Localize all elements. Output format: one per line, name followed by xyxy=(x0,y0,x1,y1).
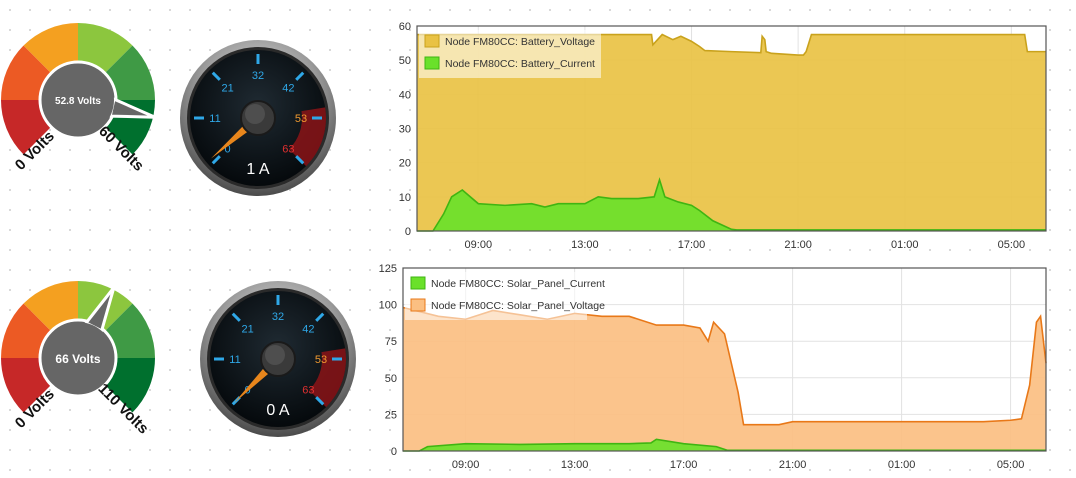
series-line xyxy=(417,33,1046,56)
battery-chart-svg: 0 10 20 30 40 50 60 09:00 13:00 17:00 21:00 01:00 05… xyxy=(399,21,1047,251)
dial-tick-label: 63 xyxy=(302,384,314,396)
x-tick-label: 21:00 xyxy=(784,239,812,251)
x-tick-label: 05:00 xyxy=(998,239,1026,251)
dial-readout: 1 A xyxy=(246,161,269,178)
solar-chart: 0 25 50 75 100 125 09:00 13:00 17:00 21:00 01:00 05… xyxy=(370,258,1060,473)
gauge-value-label: 66 Volts xyxy=(55,352,100,366)
x-tick-label: 09:00 xyxy=(465,239,493,251)
legend-swatch xyxy=(424,56,440,70)
dial-tick-label: 63 xyxy=(282,143,294,155)
gauge-segment xyxy=(1,100,52,155)
x-tick-label: 01:00 xyxy=(891,239,919,251)
y-tick-label: 0 xyxy=(391,446,397,458)
legend-swatch xyxy=(410,298,426,312)
dial-tick-label: 11 xyxy=(229,354,240,366)
gauge-segment xyxy=(104,45,155,100)
y-tick-label: 75 xyxy=(385,336,397,348)
dial-tick xyxy=(315,396,325,406)
x-tick-label: 13:00 xyxy=(571,239,599,251)
y-tick-label: 10 xyxy=(399,192,411,204)
dial-readout: 0 A xyxy=(266,402,289,419)
gauge-segment xyxy=(1,303,52,358)
y-tick-label: 100 xyxy=(379,300,397,312)
series-area xyxy=(403,439,1046,451)
gauge-segment xyxy=(104,358,155,413)
legend-swatch xyxy=(410,276,426,290)
gauge-segment xyxy=(1,45,52,100)
dial-tick-label: 32 xyxy=(272,311,284,323)
dial-red-zone xyxy=(289,107,326,167)
legend-label: Node FM80CC: Solar_Panel_Current xyxy=(431,278,605,290)
gauge-segment xyxy=(104,303,155,358)
chart-legend[interactable]: Node FM80CC: Battery_Voltage Node FM80CC:… xyxy=(419,30,601,78)
series-line xyxy=(417,177,1046,232)
solar-voltage-gauge-svg: 66 Volts 0 Volts 110 Volts xyxy=(1,281,155,437)
plot-frame xyxy=(416,25,1047,232)
dial-tick-label: 53 xyxy=(315,354,327,366)
battery-chart: 0 10 20 30 40 50 60 09:00 13:00 17:00 21:00 01:00 05… xyxy=(370,14,1060,259)
battery-voltage-gauge: 52.8 Volts 0 Volts 60 Volts xyxy=(0,14,170,184)
dial-tick-label: 0 xyxy=(225,143,231,155)
chart-legend[interactable]: Node FM80CC: Solar_Panel_Current Node FM8… xyxy=(405,272,605,320)
y-tick-label: 30 xyxy=(399,124,411,136)
gauge-segment xyxy=(78,23,133,74)
gauge-segment xyxy=(23,23,78,74)
gauge-segment xyxy=(1,358,52,413)
dial-tick xyxy=(231,312,241,322)
dial-tick xyxy=(211,155,221,165)
y-tick-label: 125 xyxy=(379,263,397,275)
series-area xyxy=(403,307,1046,451)
dial-tick xyxy=(315,312,325,322)
dial-tick-label: 11 xyxy=(209,113,220,125)
series-line xyxy=(403,438,1046,452)
x-tick-label: 21:00 xyxy=(779,459,807,471)
legend-label: Node FM80CC: Solar_Panel_Voltage xyxy=(431,300,605,312)
y-tick-label: 60 xyxy=(399,21,411,33)
y-tick-label: 20 xyxy=(399,158,411,170)
x-tick-label: 05:00 xyxy=(997,459,1025,471)
x-tick-label: 17:00 xyxy=(678,239,706,251)
legend-swatch xyxy=(424,34,440,48)
legend-label: Node FM80CC: Battery_Current xyxy=(445,58,595,70)
dial-tick-label: 21 xyxy=(241,324,253,336)
dial-tick xyxy=(211,71,221,81)
y-tick-label: 25 xyxy=(385,409,397,421)
x-tick-label: 13:00 xyxy=(561,459,589,471)
solar-voltage-gauge: 66 Volts 0 Volts 110 Volts xyxy=(0,272,170,442)
dial-tick xyxy=(295,155,305,165)
x-tick-label: 01:00 xyxy=(888,459,916,471)
gauge-segment xyxy=(23,281,78,332)
plot-frame xyxy=(402,267,1047,452)
battery-current-dial: 0 11 21 32 42 53 63 1 A xyxy=(180,40,340,200)
battery-current-dial-svg: 0 11 21 32 42 53 63 1 A xyxy=(180,40,336,196)
dial-tick-label: 32 xyxy=(252,70,264,82)
dial-tick xyxy=(295,71,305,81)
series-area xyxy=(417,179,1046,231)
y-tick-label: 40 xyxy=(399,89,411,101)
dial-tick-label: 42 xyxy=(282,83,294,95)
legend-label: Node FM80CC: Battery_Voltage xyxy=(445,36,595,48)
series-area xyxy=(417,34,1046,232)
dial-red-zone xyxy=(309,348,346,408)
x-tick-label: 09:00 xyxy=(452,459,480,471)
dial-tick-label: 42 xyxy=(302,324,314,336)
solar-chart-svg: 0 25 50 75 100 125 09:00 13:00 17:00 21:00 01:00 05… xyxy=(379,263,1047,471)
x-tick-label: 17:00 xyxy=(670,459,698,471)
y-tick-label: 50 xyxy=(399,55,411,67)
y-tick-label: 0 xyxy=(405,226,411,238)
battery-voltage-gauge-svg: 52.8 Volts 0 Volts 60 Volts xyxy=(1,23,157,175)
gauge-value-label: 52.8 Volts xyxy=(55,96,101,107)
dial-tick-label: 53 xyxy=(295,113,307,125)
dial-tick-label: 21 xyxy=(221,83,233,95)
y-tick-label: 50 xyxy=(385,373,397,385)
